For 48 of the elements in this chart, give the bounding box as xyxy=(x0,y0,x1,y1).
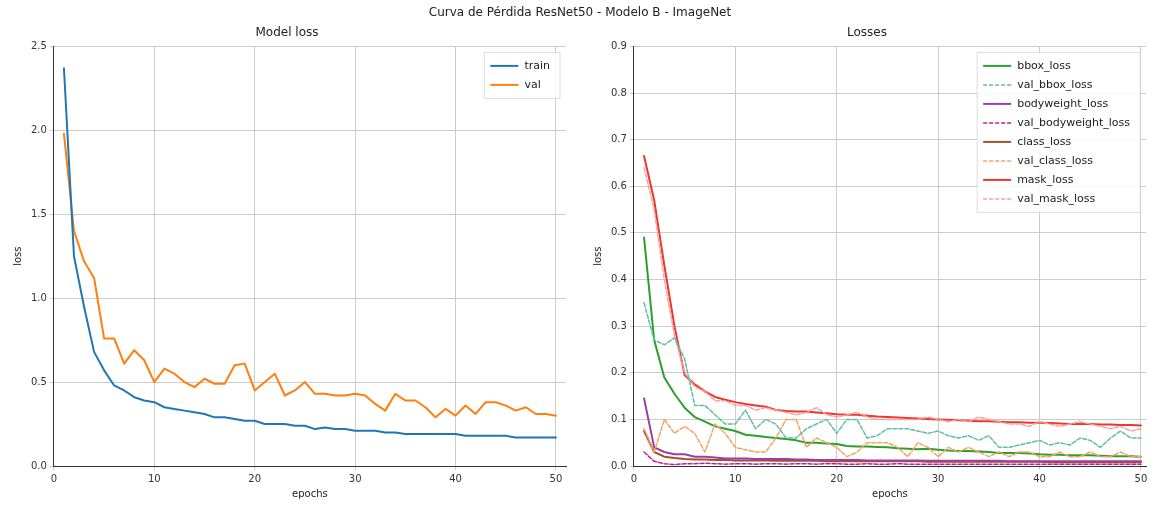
x-tick-label: 40 xyxy=(1033,472,1046,484)
y-tick-label: 0.3 xyxy=(611,319,627,331)
x-tick-label: 10 xyxy=(147,472,161,484)
x-tick-label: 40 xyxy=(449,472,462,484)
legend-label: val_class_loss xyxy=(1017,153,1094,167)
legend-label: val_bbox_loss xyxy=(1017,77,1093,91)
legend-label: bbox_loss xyxy=(1017,58,1072,72)
y-tick-label: 1.5 xyxy=(31,207,47,219)
chart-title: Model loss xyxy=(255,25,319,40)
x-tick-label: 50 xyxy=(549,472,563,484)
x-tick-label: 20 xyxy=(830,472,844,484)
x-tick-label: 30 xyxy=(348,472,362,484)
line-series xyxy=(643,302,1142,449)
legend-label: mask_loss xyxy=(1017,172,1074,186)
legend-label: bodyweight_loss xyxy=(1017,96,1109,110)
y-tick-label: 1.0 xyxy=(31,291,47,303)
y-axis-title: loss xyxy=(11,246,23,266)
x-tick-label: 50 xyxy=(1134,472,1148,484)
legend-label: val_mask_loss xyxy=(1017,191,1096,205)
legend-label: train xyxy=(524,58,551,72)
legend-label: class_loss xyxy=(1017,134,1072,148)
y-tick-label: 0.0 xyxy=(31,459,47,471)
line-series xyxy=(643,451,1142,466)
x-tick-label: 30 xyxy=(931,472,945,484)
x-tick-label: 10 xyxy=(728,472,742,484)
y-tick-label: 0.5 xyxy=(611,226,627,238)
x-tick-label: 0 xyxy=(50,472,58,484)
line-series xyxy=(643,418,1142,458)
y-axis-title: loss xyxy=(591,246,603,266)
x-axis-title: epochs xyxy=(292,487,328,499)
x-tick-label: 0 xyxy=(630,472,638,484)
y-tick-label: 0.8 xyxy=(611,86,627,98)
y-tick-label: 0.7 xyxy=(611,133,627,145)
y-tick-label: 0.9 xyxy=(611,39,627,51)
y-tick-label: 0.6 xyxy=(611,179,627,191)
y-tick-label: 2.0 xyxy=(31,123,47,135)
text: Curva de Pérdida ResNet50 - Modelo B - ImageNet xyxy=(428,5,732,19)
y-tick-label: 0.5 xyxy=(31,375,47,387)
y-tick-label: 0.2 xyxy=(611,366,627,378)
y-tick-label: 0.0 xyxy=(611,459,627,471)
y-tick-label: 0.1 xyxy=(611,412,627,424)
legend-label: val_bodyweight_loss xyxy=(1017,115,1131,129)
legend-label: val xyxy=(524,77,541,91)
y-tick-label: 2.5 xyxy=(31,39,47,51)
y-tick-label: 0.4 xyxy=(611,273,627,285)
x-tick-label: 20 xyxy=(248,472,262,484)
chart-title: Losses xyxy=(847,25,887,40)
x-axis-title: epochs xyxy=(872,487,908,499)
